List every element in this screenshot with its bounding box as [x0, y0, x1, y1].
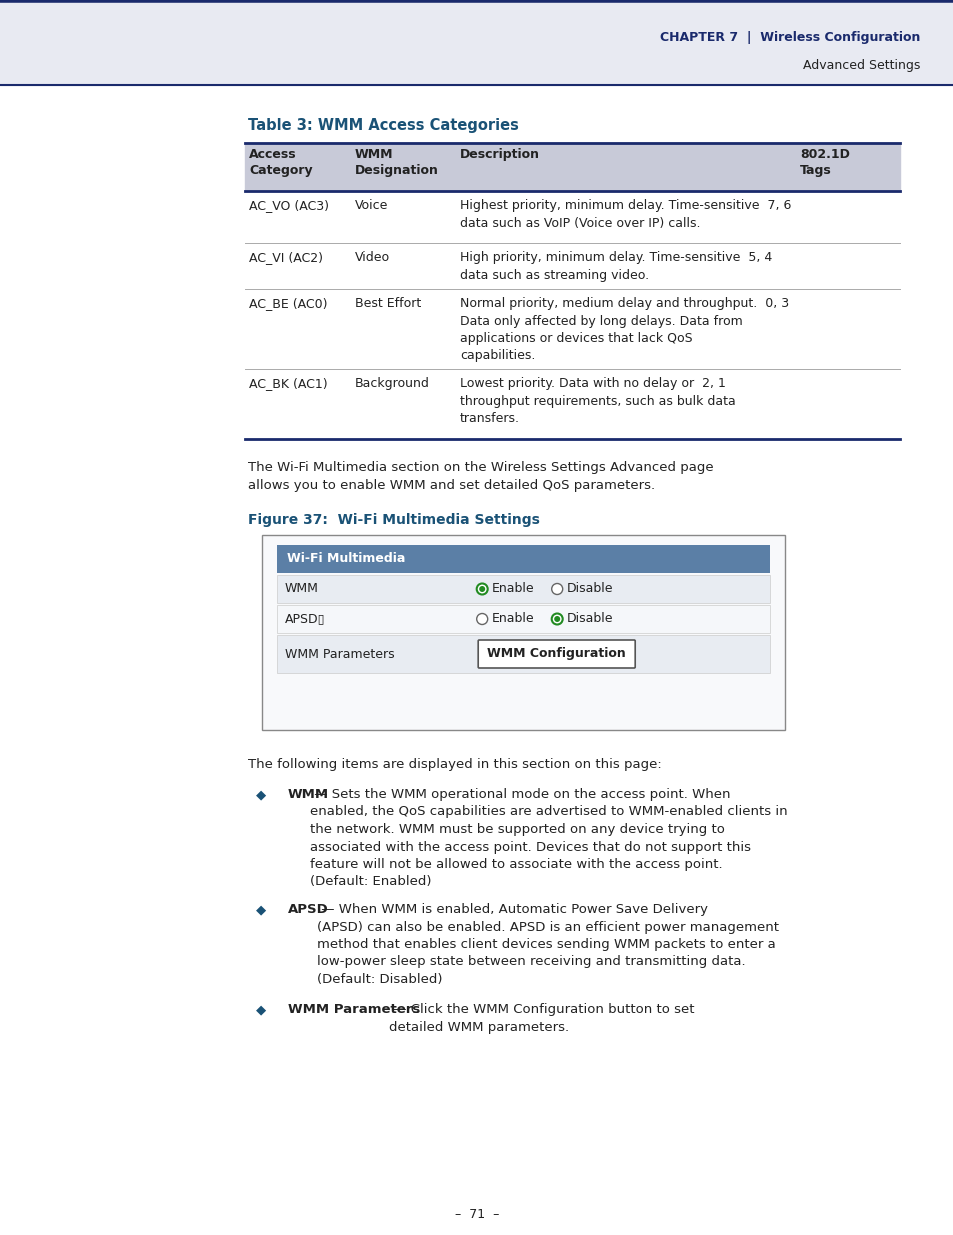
- Bar: [276, 635, 769, 673]
- Text: AC_VI (AC2): AC_VI (AC2): [249, 251, 323, 264]
- Text: Access
Category: Access Category: [249, 148, 313, 177]
- Bar: [276, 576, 769, 603]
- Bar: [245, 143, 899, 191]
- Bar: [276, 605, 769, 634]
- Text: Figure 37:  Wi-Fi Multimedia Settings: Figure 37: Wi-Fi Multimedia Settings: [248, 513, 539, 527]
- Text: High priority, minimum delay. Time-sensitive  5, 4
data such as streaming video.: High priority, minimum delay. Time-sensi…: [459, 251, 771, 282]
- Text: Enable: Enable: [492, 583, 535, 595]
- Bar: [245, 369, 899, 438]
- Text: ◆: ◆: [255, 1003, 266, 1016]
- Bar: [0, 0, 953, 85]
- Text: The Wi-Fi Multimedia section on the Wireless Settings Advanced page: The Wi-Fi Multimedia section on the Wire…: [248, 461, 713, 474]
- Text: WMM Configuration: WMM Configuration: [487, 647, 625, 661]
- Circle shape: [551, 583, 562, 594]
- Text: Lowest priority. Data with no delay or  2, 1
throughput requirements, such as bu: Lowest priority. Data with no delay or 2…: [459, 377, 735, 425]
- Text: Normal priority, medium delay and throughput.  0, 3
Data only affected by long d: Normal priority, medium delay and throug…: [459, 296, 788, 363]
- Bar: [262, 535, 784, 730]
- Text: Highest priority, minimum delay. Time-sensitive  7, 6
data such as VoIP (Voice o: Highest priority, minimum delay. Time-se…: [459, 199, 791, 230]
- Text: WMM: WMM: [285, 583, 318, 595]
- Circle shape: [554, 616, 559, 622]
- Text: Best Effort: Best Effort: [355, 296, 421, 310]
- Text: WMM
Designation: WMM Designation: [355, 148, 438, 177]
- Text: Enable: Enable: [492, 613, 535, 625]
- Text: Disable: Disable: [567, 613, 613, 625]
- Text: Table 3: WMM Access Categories: Table 3: WMM Access Categories: [248, 119, 518, 133]
- Circle shape: [476, 614, 487, 625]
- Bar: [276, 545, 769, 573]
- Text: Video: Video: [355, 251, 390, 264]
- Text: Disable: Disable: [567, 583, 613, 595]
- Text: Background: Background: [355, 377, 430, 390]
- FancyBboxPatch shape: [477, 640, 635, 668]
- Text: ◆: ◆: [255, 788, 266, 802]
- Text: ◆: ◆: [255, 903, 266, 916]
- Text: The following items are displayed in this section on this page:: The following items are displayed in thi…: [248, 758, 661, 771]
- Text: CHAPTER 7  |  Wireless Configuration: CHAPTER 7 | Wireless Configuration: [659, 32, 919, 44]
- Text: Advanced Settings: Advanced Settings: [801, 58, 919, 72]
- Text: WMM: WMM: [288, 788, 329, 802]
- Circle shape: [478, 585, 485, 592]
- Text: WMM Parameters: WMM Parameters: [285, 647, 395, 661]
- Bar: [245, 289, 899, 369]
- Text: AC_VO (AC3): AC_VO (AC3): [249, 199, 329, 212]
- Text: 802.1D
Tags: 802.1D Tags: [800, 148, 849, 177]
- Text: AC_BE (AC0): AC_BE (AC0): [249, 296, 327, 310]
- Text: Description: Description: [459, 148, 539, 161]
- Text: — Sets the WMM operational mode on the access point. When
enabled, the QoS capab: — Sets the WMM operational mode on the a…: [310, 788, 786, 888]
- Bar: [245, 243, 899, 289]
- Text: allows you to enable WMM and set detailed QoS parameters.: allows you to enable WMM and set detaile…: [248, 479, 655, 492]
- Bar: [245, 191, 899, 243]
- Text: — Click the WMM Configuration button to set
detailed WMM parameters.: — Click the WMM Configuration button to …: [389, 1003, 694, 1034]
- Text: — When WMM is enabled, Automatic Power Save Delivery
(APSD) can also be enabled.: — When WMM is enabled, Automatic Power S…: [316, 903, 778, 986]
- Text: –  71  –: – 71 –: [455, 1209, 498, 1221]
- Text: Wi-Fi Multimedia: Wi-Fi Multimedia: [287, 552, 405, 566]
- Circle shape: [551, 614, 562, 625]
- Text: AC_BK (AC1): AC_BK (AC1): [249, 377, 327, 390]
- Text: APSD▯: APSD▯: [285, 613, 325, 625]
- Text: WMM Parameters: WMM Parameters: [288, 1003, 420, 1016]
- Circle shape: [476, 583, 487, 594]
- Text: APSD: APSD: [288, 903, 329, 916]
- Text: Voice: Voice: [355, 199, 388, 212]
